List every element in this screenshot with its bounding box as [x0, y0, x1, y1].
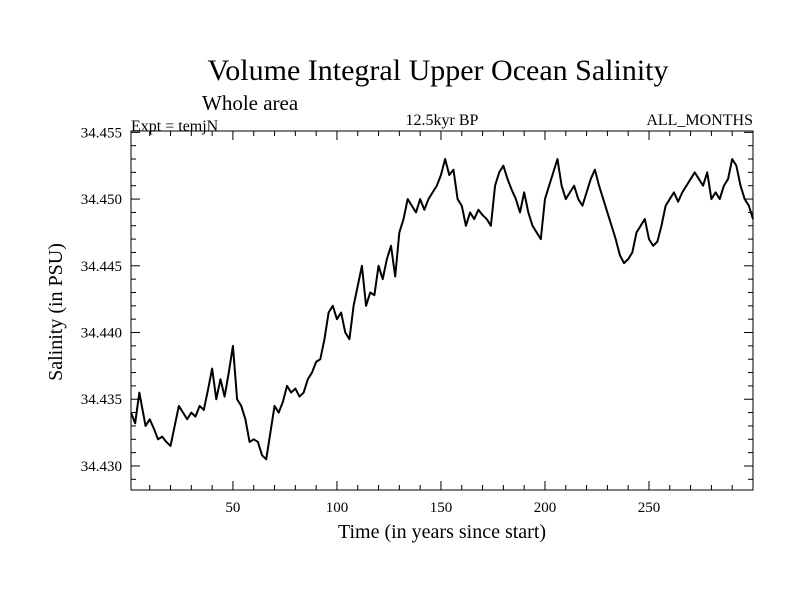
- y-tick-label: 34.440: [81, 326, 122, 342]
- chart-subtitle: Whole area: [202, 91, 299, 115]
- plot-frame: [130, 130, 754, 491]
- x-axis-label: Time (in years since start): [338, 521, 546, 543]
- salinity-line: [130, 158, 754, 461]
- axis-ticks: [131, 131, 753, 490]
- y-tick-label: 34.450: [81, 192, 122, 208]
- x-tick-labels: 50 100 150 200 250: [225, 500, 660, 516]
- y-tick-label: 34.445: [81, 259, 122, 275]
- x-tick-label: 100: [326, 500, 349, 516]
- y-tick-label: 34.430: [81, 459, 122, 475]
- y-tick-labels: 34.430 34.435 34.440 34.445 34.450 34.455: [81, 125, 122, 475]
- period-label: 12.5kyr BP: [406, 112, 479, 129]
- chart-title: Volume Integral Upper Ocean Salinity: [208, 54, 669, 87]
- y-tick-label: 34.435: [81, 392, 122, 408]
- y-axis-label: Salinity (in PSU): [45, 243, 67, 381]
- x-tick-label: 150: [430, 500, 453, 516]
- x-tick-label: 250: [638, 500, 661, 516]
- months-label: ALL_MONTHS: [646, 112, 753, 129]
- x-tick-label: 200: [534, 500, 557, 516]
- x-tick-label: 50: [225, 500, 240, 516]
- experiment-label: Expt = temjN: [131, 118, 219, 135]
- y-tick-label: 34.455: [81, 125, 122, 141]
